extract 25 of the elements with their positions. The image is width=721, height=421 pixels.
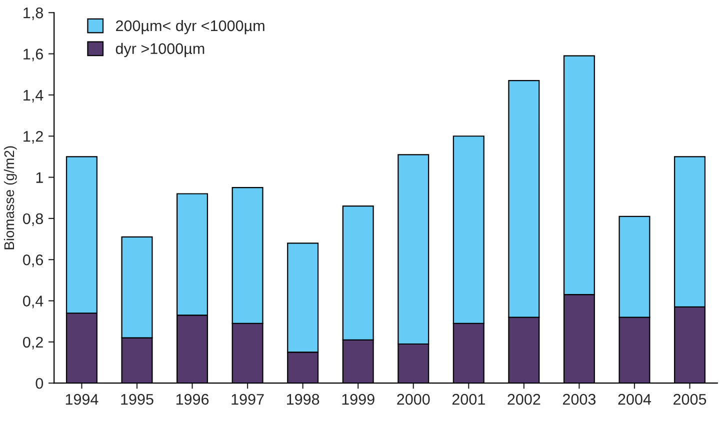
- y-tick-label: 0,8: [23, 213, 43, 226]
- x-tick-label: 2005: [674, 394, 706, 405]
- y-axis-title: Biomasse (g/m2): [4, 146, 17, 250]
- y-tick-label: 1: [36, 172, 43, 183]
- y-tick-label: 1,8: [24, 8, 43, 20]
- y-tick-label: 0,2: [23, 336, 43, 350]
- y-tick-label: 1,2: [24, 130, 43, 144]
- y-tick-label: 1,4: [24, 90, 44, 102]
- x-tick-label: 2003: [562, 394, 596, 405]
- x-tick-label: 2002: [508, 394, 540, 405]
- y-tick-label: 0,4: [23, 296, 44, 308]
- x-tick-label: 1995: [121, 394, 154, 405]
- x-tick-label: 1994: [66, 394, 98, 405]
- x-tick-label: 1998: [286, 394, 320, 405]
- legend-label: dyr >1000µm: [116, 42, 204, 58]
- y-tick-label: 0,6: [23, 254, 43, 268]
- x-tick-label: 2004: [618, 394, 652, 405]
- x-tick-label: 2000: [397, 394, 430, 405]
- y-tick-label: 0: [36, 378, 44, 389]
- x-tick-label: 1999: [342, 394, 374, 405]
- y-tick-label: 1,6: [24, 48, 43, 62]
- legend-label: 200µm< dyr <1000µm: [116, 20, 264, 34]
- x-tick-label: 1996: [176, 394, 209, 405]
- x-tick-label: 2001: [452, 394, 485, 405]
- x-tick-label: 1997: [232, 394, 264, 405]
